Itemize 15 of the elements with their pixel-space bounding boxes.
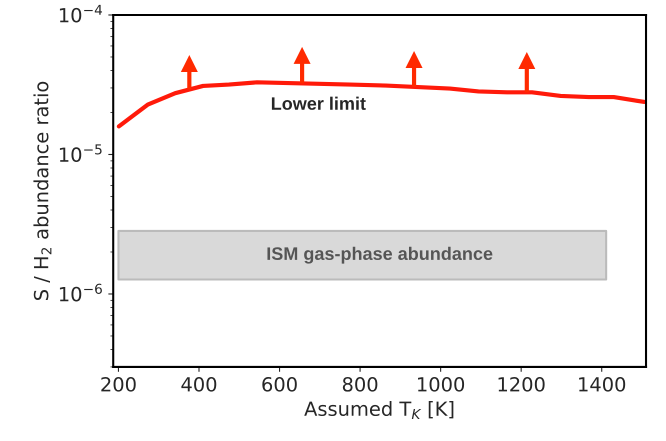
x-tick-label: 400: [181, 376, 216, 392]
band-label: ISM gas-phase abundance: [267, 246, 492, 264]
x-tick-label: 1000: [418, 376, 464, 392]
x-tick-label: 1400: [579, 376, 626, 392]
y-axis-title: S / H$_{2}$ abundance ratio: [33, 82, 52, 300]
x-tick-label: 1200: [498, 376, 545, 392]
x-tick-label: 800: [342, 376, 378, 392]
annotation: Lower limit: [272, 96, 366, 110]
x-axis-title: Assumed T$_{K}$ [K]: [304, 401, 454, 419]
y-tick-label: 10$^{−4}$: [60, 4, 102, 23]
x-tick-label: 600: [262, 376, 297, 392]
y-tick-label: 10$^{−5}$: [60, 144, 102, 162]
y-tick-label: 10$^{−6}$: [60, 284, 102, 302]
line-series: [116, 80, 646, 128]
x-tick-label: 200: [101, 376, 136, 392]
